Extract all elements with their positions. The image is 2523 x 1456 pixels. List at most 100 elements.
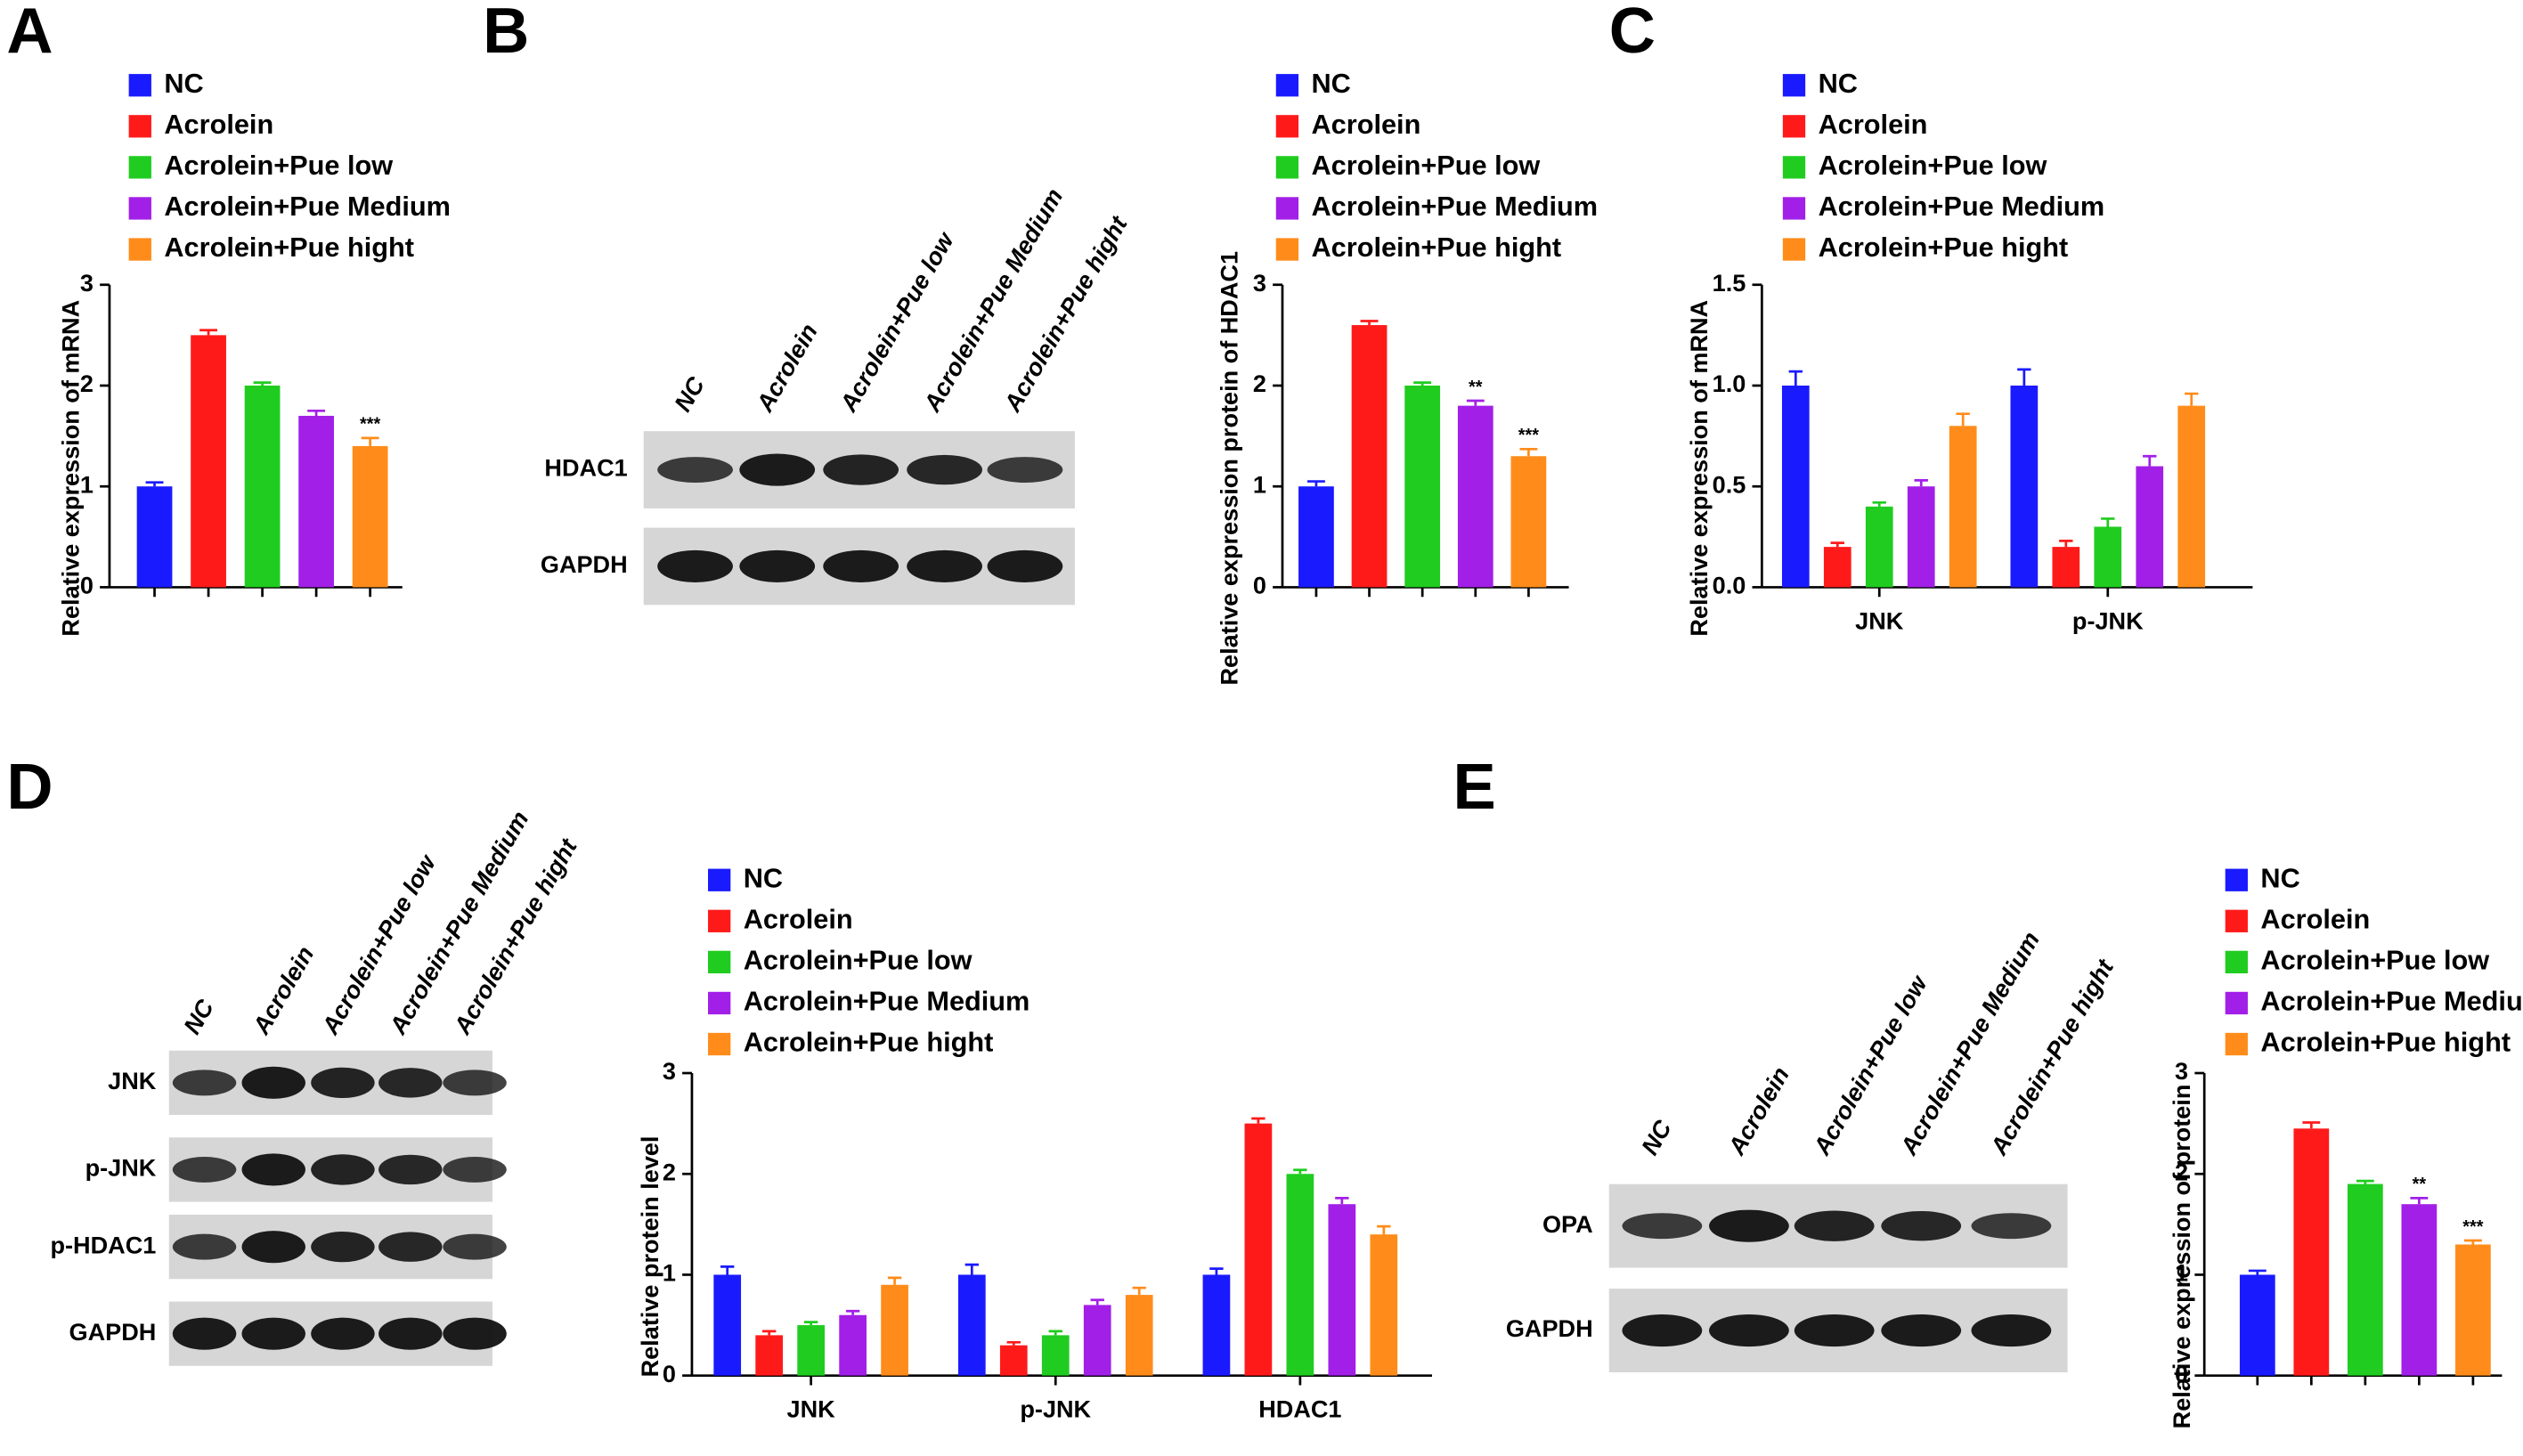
bar xyxy=(1328,1204,1356,1376)
error-bar xyxy=(2356,1179,2374,1184)
legend-label: Acrolein+Pue low xyxy=(2260,944,2489,975)
blot-band xyxy=(311,1154,375,1185)
error-bar xyxy=(1956,412,1970,427)
error-bar xyxy=(1830,541,1844,548)
bar xyxy=(1244,1123,1273,1376)
error-bar xyxy=(1335,1197,1349,1205)
blot-band xyxy=(443,1156,507,1183)
error-bar xyxy=(1788,370,1803,386)
y-tick-label: 2 xyxy=(2175,1158,2188,1185)
blot-band xyxy=(1971,1213,2052,1240)
bar xyxy=(1298,486,1334,588)
legend-label: NC xyxy=(2260,862,2299,893)
error-bar xyxy=(964,1263,979,1275)
error-bar xyxy=(1360,320,1379,326)
row-label: HDAC1 xyxy=(544,454,627,482)
legend-swatch xyxy=(1782,238,1806,261)
blot-band xyxy=(378,1068,443,1098)
legend-label: NC xyxy=(1819,68,1858,99)
error-bar xyxy=(2101,517,2115,527)
bar xyxy=(2455,1244,2491,1376)
y-axis-label: Relative protein level xyxy=(636,1136,663,1378)
legend-swatch xyxy=(128,74,151,97)
row-label: p-HDAC1 xyxy=(51,1231,157,1258)
legend-swatch xyxy=(1782,197,1806,220)
error-bar xyxy=(307,409,326,416)
blot-band xyxy=(241,1231,305,1264)
blot-band xyxy=(907,549,982,582)
bar xyxy=(136,486,173,588)
bar xyxy=(2094,526,2122,588)
error-bar xyxy=(1466,399,1485,406)
y-axis-label: Relative expression protein of HDAC1 xyxy=(1215,251,1242,686)
error-bar xyxy=(2143,454,2157,467)
blot-band xyxy=(378,1317,443,1350)
error-bar xyxy=(2248,1269,2267,1275)
bar xyxy=(755,1335,784,1376)
error-bar xyxy=(145,481,164,487)
lane-label: NC xyxy=(178,995,220,1039)
legend-swatch xyxy=(2225,950,2248,974)
panel-label: C xyxy=(1609,0,1656,67)
blot-band xyxy=(241,1066,305,1099)
error-bar xyxy=(761,1330,777,1336)
bar xyxy=(713,1274,742,1376)
blot-band xyxy=(739,549,816,582)
error-bar xyxy=(1048,1330,1062,1336)
blot-band xyxy=(1881,1210,1962,1241)
blot-band xyxy=(1622,1213,1703,1240)
panel-label: B xyxy=(483,0,529,67)
legend-label: Acrolein+Pue hight xyxy=(164,232,414,263)
x-tick-label: HDAC1 xyxy=(1258,1395,1341,1423)
bar xyxy=(2177,405,2206,588)
error-bar xyxy=(2017,368,2031,386)
blot-band xyxy=(1709,1314,1789,1347)
error-bar xyxy=(1377,1224,1391,1235)
legend-label: NC xyxy=(164,68,203,99)
row-label: GAPDH xyxy=(1506,1314,1593,1342)
lane-label: NC xyxy=(669,372,711,417)
y-tick-label: 3 xyxy=(2175,1057,2188,1085)
bar xyxy=(1125,1295,1153,1376)
blot-band xyxy=(443,1317,507,1350)
y-tick-label: 0 xyxy=(2175,1360,2188,1387)
bar xyxy=(1404,385,1441,588)
panel-label: D xyxy=(6,752,53,823)
y-tick-label: 1 xyxy=(80,470,94,498)
blot-band xyxy=(443,1233,507,1260)
legend-label: Acrolein+Pue hight xyxy=(2260,1027,2511,1058)
error-bar xyxy=(1914,479,1928,487)
blot-band xyxy=(443,1070,507,1096)
error-bar xyxy=(1306,480,1325,487)
panel-label: A xyxy=(6,0,53,67)
blot-band xyxy=(311,1231,375,1263)
blot-band xyxy=(172,1317,237,1350)
legend-label: Acrolein xyxy=(164,109,273,140)
row-label: GAPDH xyxy=(69,1318,157,1346)
bar xyxy=(957,1274,986,1376)
blot-band xyxy=(172,1070,237,1096)
bar xyxy=(2052,547,2080,588)
legend-swatch xyxy=(708,868,731,891)
row-label: JNK xyxy=(108,1067,157,1094)
legend-swatch xyxy=(1782,156,1806,179)
legend-label: Acrolein+Pue low xyxy=(1819,150,2047,181)
bar xyxy=(1083,1305,1111,1376)
y-tick-label: 0 xyxy=(80,572,94,599)
error-bar xyxy=(1872,500,1886,507)
x-tick-label: p-JNK xyxy=(2072,606,2144,634)
legend-label: Acrolein+Pue low xyxy=(1312,150,1541,181)
bar xyxy=(1510,456,1547,588)
blot-band xyxy=(172,1233,237,1260)
legend-swatch xyxy=(128,156,151,179)
y-axis-label: Relative expression of mRNA xyxy=(1685,300,1713,637)
blot-band xyxy=(378,1154,443,1185)
bar xyxy=(999,1345,1028,1376)
blot-band xyxy=(1622,1314,1703,1347)
bar xyxy=(1781,385,1810,588)
error-bar xyxy=(1293,1168,1307,1175)
blot-band xyxy=(657,549,733,582)
error-bar xyxy=(1519,447,1538,457)
blot-band xyxy=(823,454,899,485)
